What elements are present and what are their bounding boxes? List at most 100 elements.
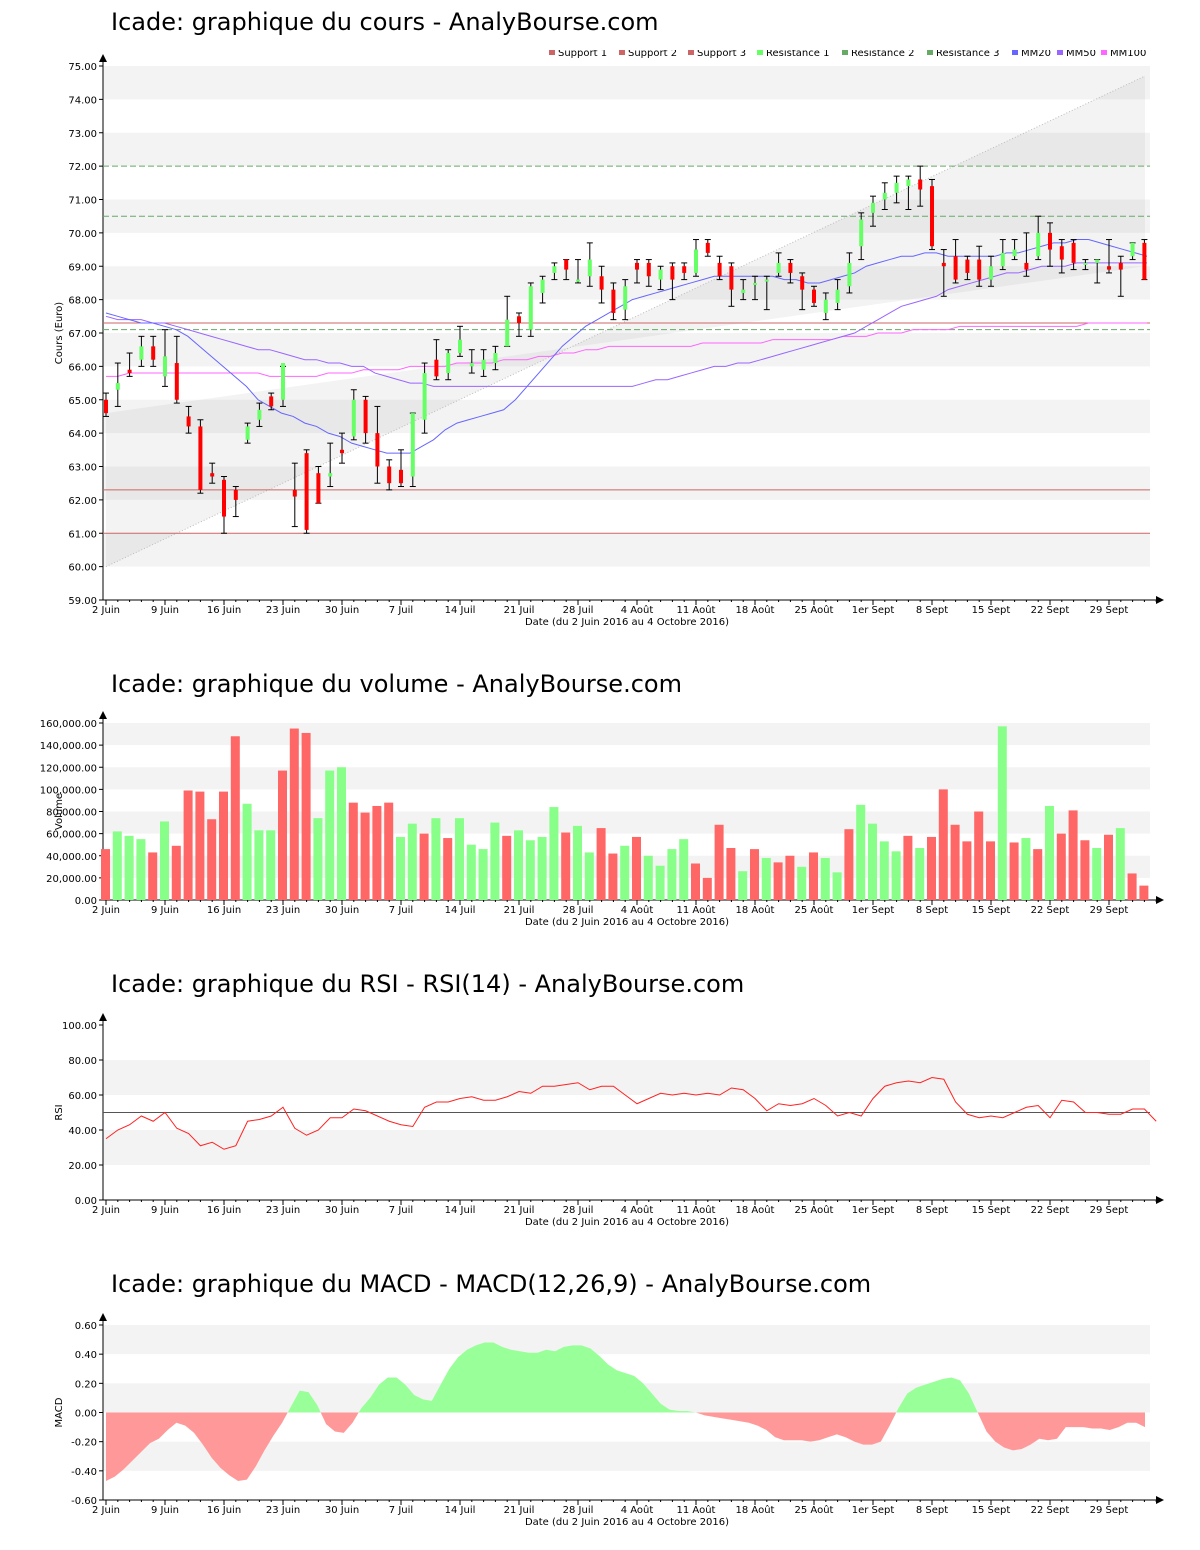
volume-bar: [514, 830, 523, 900]
volume-bar: [1056, 833, 1066, 900]
x-tick-label: 15 Sept: [972, 1505, 1011, 1516]
candle: [741, 289, 746, 293]
volume-bar: [1127, 873, 1137, 900]
x-axis-arrow: [1156, 896, 1164, 904]
volume-bar: [785, 855, 795, 900]
candle: [1036, 232, 1041, 257]
volume-chart: 0.00 20,000.00 40,000.00 60,000.00 80,000.00…: [40, 711, 1164, 928]
legend-swatch: [1101, 50, 1107, 55]
volume-bar: [1045, 805, 1054, 900]
candle: [918, 179, 923, 190]
volume-bar: [230, 736, 240, 900]
legend-swatch: [619, 50, 625, 55]
volume-bar: [868, 823, 877, 900]
y-tick-label: 61.00: [68, 529, 97, 540]
x-tick-label: 29 Sept: [1090, 1205, 1129, 1216]
candle: [1083, 262, 1088, 265]
volume-bar: [1021, 838, 1031, 900]
legend-label: Support 3: [697, 50, 746, 59]
volume-bar: [750, 849, 759, 900]
candle: [304, 453, 309, 530]
x-tick-label: 29 Sept: [1090, 605, 1129, 616]
macd-negative-area: [106, 1412, 288, 1482]
x-tick-label: 11 Août: [677, 604, 716, 616]
x-axis-label: Date (du 2 Juin 2016 au 4 Octobre 2016): [525, 1517, 729, 1528]
x-tick-label: 21 Juil: [504, 605, 535, 616]
volume-bar: [620, 845, 630, 900]
candle: [576, 279, 580, 282]
y-tick-label: 40.00: [68, 1126, 97, 1137]
x-tick-label: 2 Juin: [92, 905, 120, 916]
candle: [552, 266, 557, 273]
candle: [611, 289, 616, 313]
candle: [658, 269, 663, 280]
candle: [115, 383, 120, 390]
legend-label: MM20: [1021, 50, 1051, 59]
volume-bar: [466, 844, 476, 900]
volume-bar: [455, 818, 464, 900]
volume-bar: [879, 841, 889, 900]
candle: [859, 219, 864, 247]
candle: [127, 369, 132, 374]
y-axis-arrow: [99, 1013, 107, 1021]
y-tick-label: 69.00: [68, 262, 97, 273]
volume-bar: [478, 849, 488, 900]
x-tick-label: 2 Juin: [92, 1505, 120, 1516]
candle: [222, 479, 226, 517]
x-tick-label: 16 Juin: [207, 605, 241, 616]
y-tick-label: 140,000.00: [40, 741, 97, 752]
x-tick-label: 7 Juil: [389, 605, 413, 616]
volume-bar: [301, 732, 311, 900]
volume-bar: [337, 767, 346, 900]
x-tick-label: 8 Sept: [916, 905, 948, 916]
x-tick-label: 14 Juil: [445, 1205, 476, 1216]
y-tick-label: 74.00: [68, 95, 97, 106]
mm50-line: [105, 262, 1147, 387]
candle: [635, 262, 639, 270]
volume-bar: [986, 841, 995, 900]
candle: [363, 399, 368, 434]
volume-bar: [348, 802, 358, 900]
volume-bar: [643, 855, 653, 900]
y-tick-label: 0.00: [75, 1409, 97, 1420]
candle: [257, 409, 262, 420]
y-tick-label: 100,000.00: [40, 785, 97, 796]
candle: [812, 289, 816, 303]
x-tick-label: 14 Juil: [445, 1505, 476, 1516]
x-tick-label: 22 Sept: [1031, 905, 1070, 916]
x-tick-label: 11 Août: [677, 1204, 716, 1216]
y-tick-label: 120,000.00: [40, 763, 97, 774]
trend-channel: [106, 76, 1145, 567]
volume-bar: [195, 791, 205, 900]
candle: [375, 433, 380, 467]
volume-bar: [502, 835, 512, 900]
volume-bar: [101, 849, 110, 900]
candle: [1107, 266, 1111, 270]
volume-bar: [573, 825, 582, 900]
rsi-line: [105, 1076, 1157, 1150]
candle: [953, 256, 958, 280]
x-tick-label: 29 Sept: [1090, 1505, 1129, 1516]
y-tick-label: 72.00: [68, 162, 97, 173]
candle: [906, 179, 911, 187]
candle: [517, 316, 521, 323]
legend-swatch: [1012, 50, 1018, 55]
y-tick-label: 20.00: [68, 1161, 97, 1172]
candle: [871, 202, 875, 213]
legend-swatch: [1057, 50, 1063, 55]
y-tick-label: 60.00: [68, 1091, 97, 1102]
y-tick-label: 0.40: [75, 1350, 97, 1361]
volume-bar: [254, 830, 264, 900]
y-tick-label: 0.20: [75, 1379, 97, 1390]
volume-bar: [950, 824, 960, 900]
x-axis-label: Date (du 2 Juin 2016 au 4 Octobre 2016): [525, 1217, 729, 1228]
x-tick-label: 29 Sept: [1090, 905, 1129, 916]
candle: [139, 346, 144, 360]
candle: [1059, 246, 1064, 260]
macd-positive-area: [287, 1390, 321, 1413]
candle: [977, 259, 982, 280]
candle: [174, 363, 179, 400]
legend-swatch: [688, 50, 694, 55]
candle: [1071, 242, 1076, 263]
x-tick-label: 7 Juil: [389, 905, 413, 916]
